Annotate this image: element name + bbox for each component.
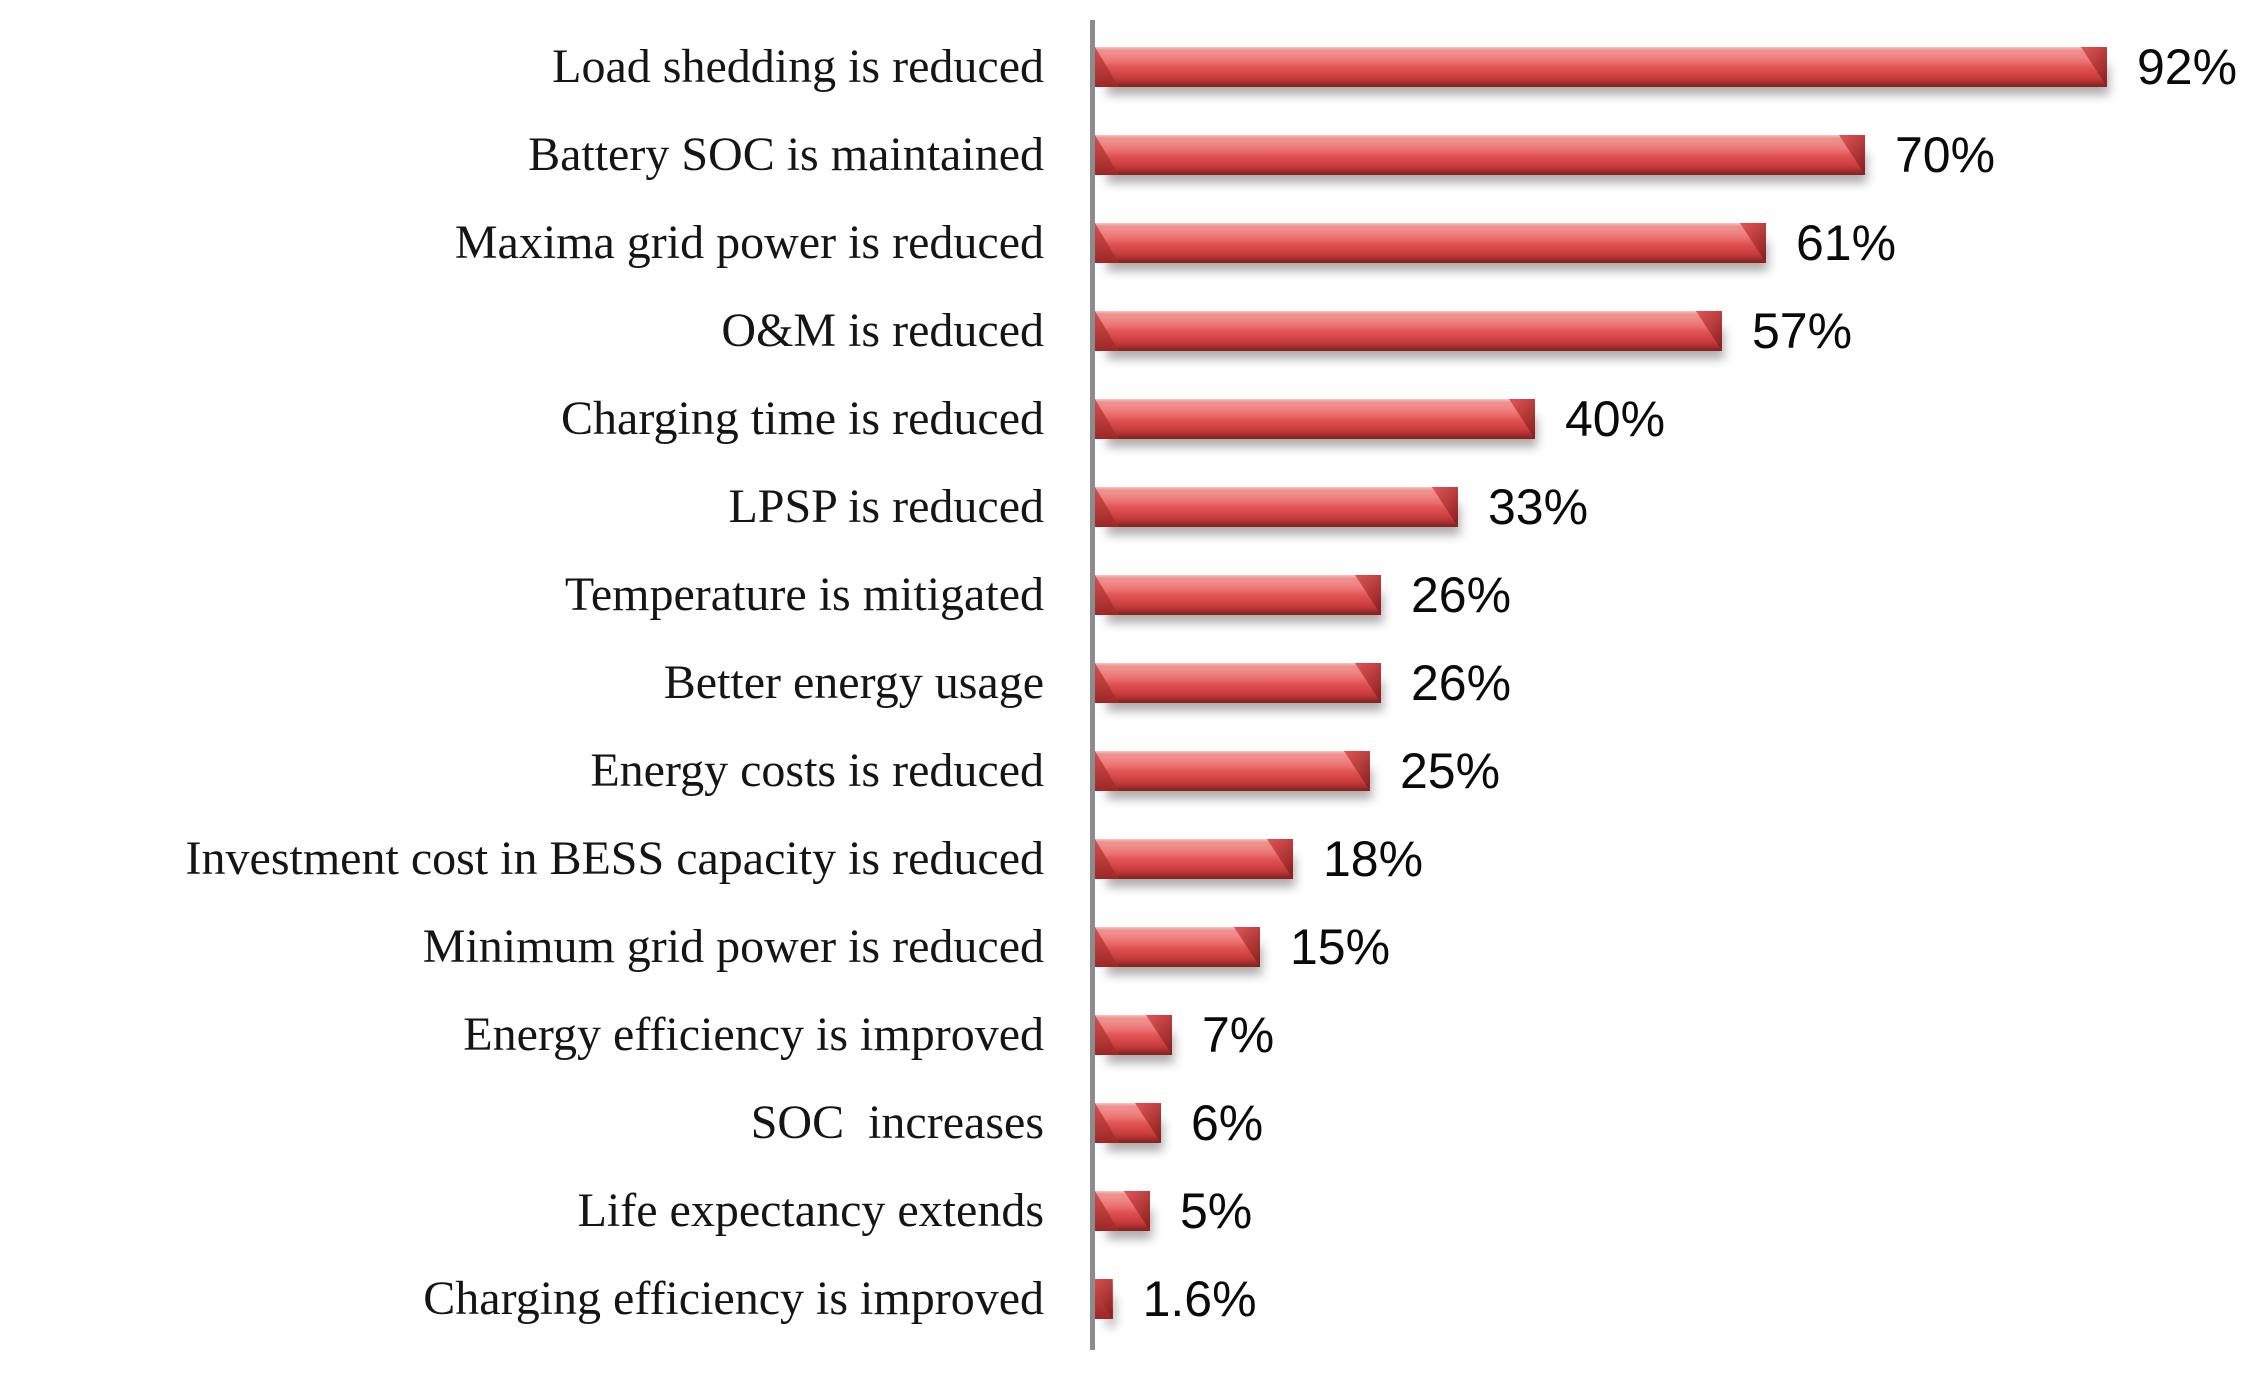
category-label: Energy costs is reduced xyxy=(590,743,1044,797)
bar-area: 26% xyxy=(1090,551,2250,639)
bar-row: Better energy usage 26% xyxy=(0,639,2250,727)
bar-row: Temperature is mitigated 26% xyxy=(0,551,2250,639)
bar xyxy=(1095,1015,1172,1055)
bar-area: 26% xyxy=(1090,639,2250,727)
category-label: Better energy usage xyxy=(663,655,1044,709)
bar-row: Load shedding is reduced 92% xyxy=(0,23,2250,111)
bar-area: 57% xyxy=(1090,287,2250,375)
bar-area: 6% xyxy=(1090,1079,2250,1167)
value-label: 57% xyxy=(1752,303,1853,359)
bar-area: 1.6% xyxy=(1090,1255,2250,1343)
bar-area: 25% xyxy=(1090,727,2250,815)
value-label: 1.6% xyxy=(1142,1271,1257,1327)
bar xyxy=(1095,311,1722,351)
value-label: 5% xyxy=(1180,1183,1253,1239)
bar-row: Energy costs is reduced 25% xyxy=(0,727,2250,815)
bar-area: 7% xyxy=(1090,991,2250,1079)
value-label: 15% xyxy=(1290,919,1391,975)
value-label: 26% xyxy=(1411,655,1512,711)
bar xyxy=(1095,487,1458,527)
bar-row: Maxima grid power is reduced 61% xyxy=(0,199,2250,287)
category-label: O&M is reduced xyxy=(721,303,1044,357)
value-label: 18% xyxy=(1323,831,1424,887)
bar-area: 15% xyxy=(1090,903,2250,991)
bar-row: Charging efficiency is improved 1.6% xyxy=(0,1255,2250,1343)
bar xyxy=(1095,751,1370,791)
category-label: Life expectancy extends xyxy=(577,1183,1044,1237)
bar xyxy=(1095,399,1535,439)
bar xyxy=(1095,47,2107,87)
category-label: LPSP is reduced xyxy=(728,479,1044,533)
bar-row: Charging time is reduced 40% xyxy=(0,375,2250,463)
value-label: 7% xyxy=(1202,1007,1275,1063)
bar-row: O&M is reduced 57% xyxy=(0,287,2250,375)
value-label: 33% xyxy=(1488,479,1589,535)
bar-row: Energy efficiency is improved 7% xyxy=(0,991,2250,1079)
chart-rows: Load shedding is reduced 92% Battery SOC… xyxy=(0,23,2250,1343)
bar-row: SOC increases 6% xyxy=(0,1079,2250,1167)
value-label: 40% xyxy=(1565,391,1666,447)
bar-area: 92% xyxy=(1090,23,2250,111)
bar-area: 33% xyxy=(1090,463,2250,551)
bar-area: 5% xyxy=(1090,1167,2250,1255)
bar xyxy=(1095,1279,1113,1319)
category-label: Minimum grid power is reduced xyxy=(422,919,1044,973)
category-label: Charging time is reduced xyxy=(561,391,1044,445)
category-label: Investment cost in BESS capacity is redu… xyxy=(185,831,1044,885)
bar-area: 61% xyxy=(1090,199,2250,287)
bar-area: 40% xyxy=(1090,375,2250,463)
bar xyxy=(1095,223,1766,263)
bar-row: LPSP is reduced 33% xyxy=(0,463,2250,551)
bar xyxy=(1095,575,1381,615)
category-label: Load shedding is reduced xyxy=(552,39,1044,93)
bar-row: Life expectancy extends 5% xyxy=(0,1167,2250,1255)
category-label: Energy efficiency is improved xyxy=(463,1007,1044,1061)
bar-row: Battery SOC is maintained 70% xyxy=(0,111,2250,199)
category-label: Battery SOC is maintained xyxy=(528,127,1044,181)
value-label: 26% xyxy=(1411,567,1512,623)
category-label: Charging efficiency is improved xyxy=(423,1271,1044,1325)
bar xyxy=(1095,135,1865,175)
y-axis-line xyxy=(1090,20,1095,1350)
bar xyxy=(1095,1191,1150,1231)
bar xyxy=(1095,663,1381,703)
bar xyxy=(1095,927,1260,967)
bar-area: 18% xyxy=(1090,815,2250,903)
bar-area: 70% xyxy=(1090,111,2250,199)
value-label: 70% xyxy=(1895,127,1996,183)
category-label: SOC increases xyxy=(750,1095,1044,1149)
bar-row: Minimum grid power is reduced 15% xyxy=(0,903,2250,991)
value-label: 6% xyxy=(1191,1095,1264,1151)
value-label: 25% xyxy=(1400,743,1501,799)
category-label: Maxima grid power is reduced xyxy=(454,215,1044,269)
category-label: Temperature is mitigated xyxy=(564,567,1044,621)
bar xyxy=(1095,839,1293,879)
value-label: 61% xyxy=(1796,215,1897,271)
bar-row: Investment cost in BESS capacity is redu… xyxy=(0,815,2250,903)
bar xyxy=(1095,1103,1161,1143)
value-label: 92% xyxy=(2137,39,2238,95)
